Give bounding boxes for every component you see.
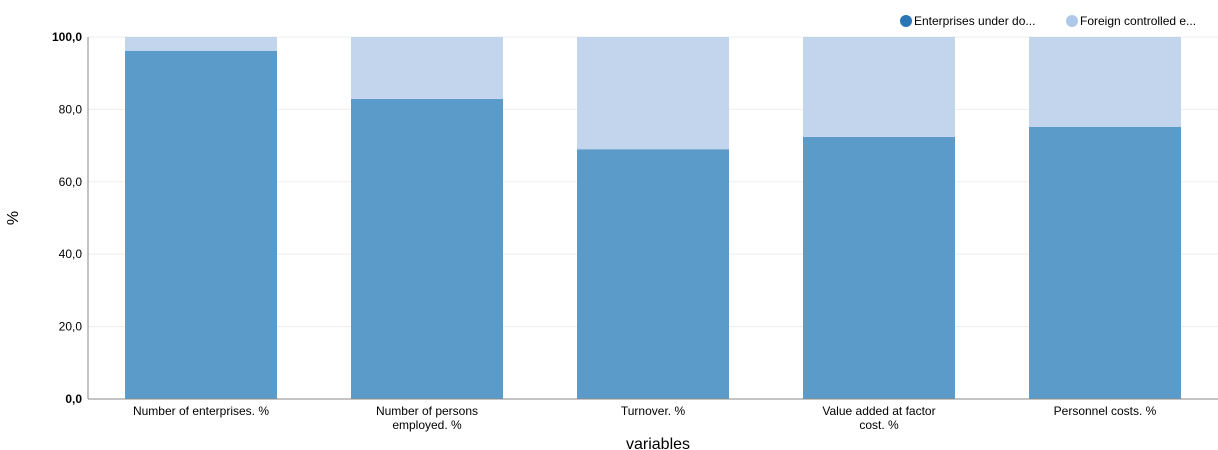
bar-segment[interactable] bbox=[1029, 126, 1181, 399]
x-tick-label: Turnover. % bbox=[621, 404, 686, 418]
x-tick-label: Number of persons employed. % bbox=[376, 404, 478, 432]
y-tick-label: 0,0 bbox=[65, 392, 82, 406]
bar-segment[interactable] bbox=[577, 37, 729, 150]
x-tick-label-line: Personnel costs. % bbox=[1054, 404, 1157, 418]
x-tick-label-line: cost. % bbox=[859, 418, 899, 432]
x-tick-label-line: Number of persons bbox=[376, 404, 478, 418]
axes: 0,0 20,0 40,0 60,0 80,0 100,0 Number of enterp… bbox=[52, 30, 1218, 432]
bar-segment[interactable] bbox=[351, 37, 503, 99]
y-tick-label: 40,0 bbox=[59, 247, 83, 261]
bar-segment[interactable] bbox=[577, 149, 729, 399]
bar-segment[interactable] bbox=[351, 98, 503, 399]
legend-label[interactable]: Foreign controlled e... bbox=[1080, 14, 1196, 28]
bar-segment[interactable] bbox=[125, 37, 277, 51]
y-axis-title: % bbox=[5, 211, 22, 225]
x-tick-label-line: employed. % bbox=[392, 418, 462, 432]
legend-marker[interactable] bbox=[1066, 15, 1078, 27]
x-tick-label-line: Number of enterprises. % bbox=[133, 404, 269, 418]
bar-segment[interactable] bbox=[803, 37, 955, 137]
y-tick-label: 60,0 bbox=[59, 175, 83, 189]
x-tick-label: Personnel costs. % bbox=[1054, 404, 1157, 418]
x-tick-label: Value added at factor cost. % bbox=[822, 404, 935, 432]
legend-marker[interactable] bbox=[900, 15, 912, 27]
y-tick-label: 20,0 bbox=[59, 320, 83, 334]
y-tick-label: 100,0 bbox=[52, 30, 82, 44]
bar-segment[interactable] bbox=[125, 50, 277, 399]
x-axis-title: variables bbox=[626, 436, 690, 450]
bar-segment[interactable] bbox=[1029, 37, 1181, 127]
bars bbox=[125, 37, 1181, 400]
x-tick-label-line: Turnover. % bbox=[621, 404, 686, 418]
y-tick-label: 80,0 bbox=[59, 102, 83, 116]
legend-label[interactable]: Enterprises under do... bbox=[914, 14, 1035, 28]
x-tick-label: Number of enterprises. % bbox=[133, 404, 269, 418]
legend[interactable]: Enterprises under do... Foreign controlle… bbox=[900, 14, 1196, 28]
bar-segment[interactable] bbox=[803, 136, 955, 400]
x-tick-label-line: Value added at factor bbox=[822, 404, 935, 418]
